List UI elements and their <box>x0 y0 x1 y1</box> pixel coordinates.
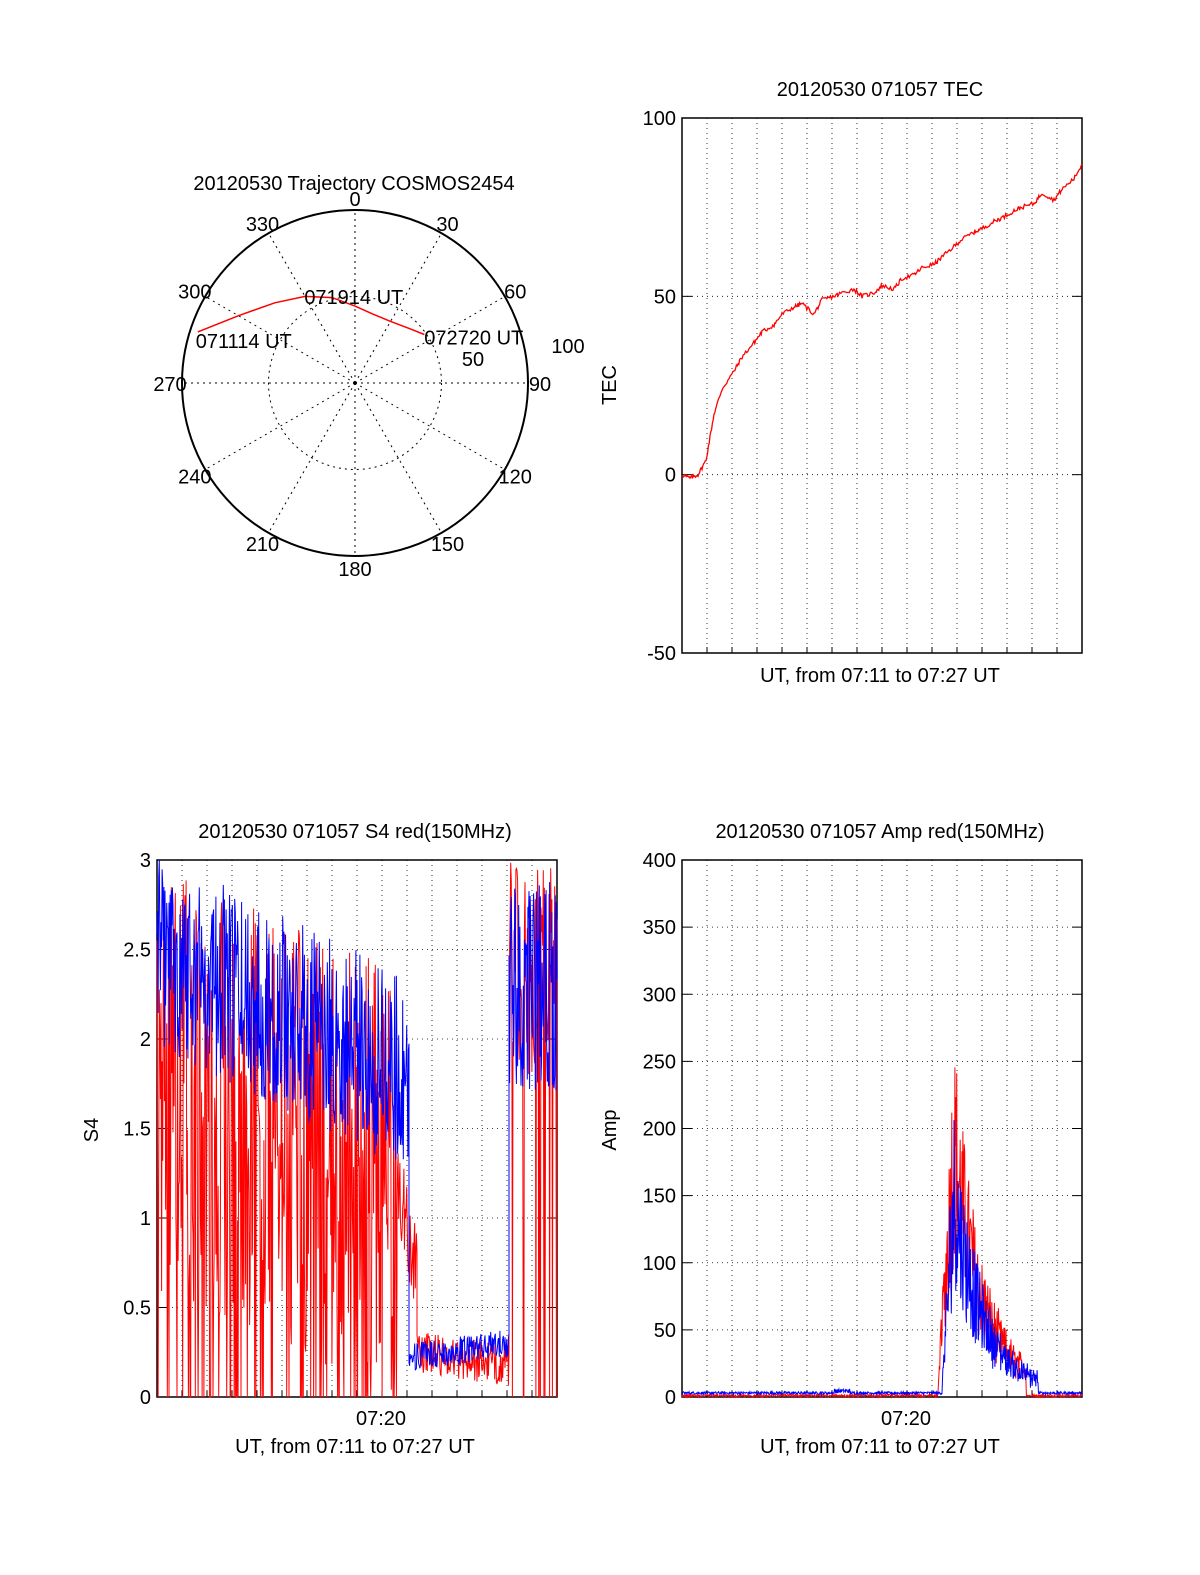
polar-trajectory-line <box>197 295 425 336</box>
s4-ytick-label: 1.5 <box>123 1119 151 1141</box>
amp-ytick-label: 250 <box>643 1051 676 1073</box>
polar-outer-ring <box>181 209 529 557</box>
s4-ytick-label: 0.5 <box>123 1298 151 1320</box>
polar-annotation: 071114 UT <box>196 331 292 353</box>
amp-ytick-label: 0 <box>665 1387 676 1409</box>
amp-ytick-label: 350 <box>643 917 676 939</box>
tec-panel: 20120530 071057 TEC UT, from 07:11 to 07… <box>599 79 1083 687</box>
polar-angle-label: 0 <box>349 189 360 211</box>
polar-spoke <box>268 382 356 534</box>
tec-ytick-label: 100 <box>643 108 676 130</box>
polar-radial-label: 100 <box>551 336 584 358</box>
amp-xtick-label: 07:20 <box>881 1408 931 1430</box>
s4-series-line-red <box>156 862 558 1398</box>
polar-angle-label: 150 <box>431 534 464 556</box>
polar-angle-label: 240 <box>178 467 211 489</box>
s4-ytick-label: 3 <box>140 850 151 872</box>
polar-trajectory-panel: 20120530 Trajectory COSMOS2454 0 30 60 90 12… <box>153 173 584 581</box>
polar-spoke <box>204 382 356 470</box>
polar-spoke <box>354 232 442 384</box>
tec-ytick-label: 0 <box>665 465 676 487</box>
amp-ytick-label: 150 <box>643 1186 676 1208</box>
polar-spoke <box>354 382 506 470</box>
s4-series-line-blue <box>156 859 558 1371</box>
tec-title: 20120530 071057 TEC <box>777 79 983 101</box>
polar-spoke <box>354 296 506 384</box>
amp-ytick-label: 100 <box>643 1253 676 1275</box>
s4-ytick-label: 2 <box>140 1029 151 1051</box>
polar-angle-label: 330 <box>246 214 279 236</box>
tec-ytick-label: 50 <box>654 286 676 308</box>
tec-ylabel: TEC <box>599 365 621 405</box>
s4-title: 20120530 071057 S4 red(150MHz) <box>198 821 512 843</box>
s4-ytick-label: 0 <box>140 1387 151 1409</box>
amp-xlabel: UT, from 07:11 to 07:27 UT <box>760 1436 1000 1458</box>
amp-ytick-label: 400 <box>643 850 676 872</box>
polar-angle-label: 90 <box>529 374 551 396</box>
amp-ytick-label: 200 <box>643 1119 676 1141</box>
polar-angle-label: 60 <box>504 282 526 304</box>
polar-spoke <box>268 232 356 384</box>
amp-ylabel: Amp <box>599 1109 621 1150</box>
amp-ytick-label: 300 <box>643 984 676 1006</box>
tec-ytick-label: -50 <box>647 643 676 665</box>
polar-title: 20120530 Trajectory COSMOS2454 <box>193 173 514 195</box>
amp-panel: 20120530 071057 Amp red(150MHz) UT, from… <box>599 821 1083 1458</box>
polar-angle-label: 300 <box>178 282 211 304</box>
polar-angle-label: 120 <box>499 467 532 489</box>
amp-series-line-blue <box>681 1120 1083 1397</box>
polar-angle-label: 270 <box>153 374 186 396</box>
polar-angle-label: 210 <box>246 534 279 556</box>
polar-radial-label: 50 <box>462 349 484 371</box>
s4-ylabel: S4 <box>81 1118 103 1142</box>
polar-annotation: 072720 UT <box>424 327 523 349</box>
s4-xlabel: UT, from 07:11 to 07:27 UT <box>235 1436 475 1458</box>
polar-annotation: 071914 UT <box>304 287 403 309</box>
tec-xlabel: UT, from 07:11 to 07:27 UT <box>760 665 1000 687</box>
amp-title: 20120530 071057 Amp red(150MHz) <box>715 821 1044 843</box>
s4-panel: 20120530 071057 S4 red(150MHz) UT, from … <box>81 821 558 1458</box>
polar-spoke <box>354 382 442 534</box>
amp-ytick-label: 50 <box>654 1320 676 1342</box>
polar-spoke <box>204 296 356 384</box>
s4-ytick-label: 2.5 <box>123 940 151 962</box>
tec-series-line <box>681 163 1083 480</box>
s4-xtick-label: 07:20 <box>356 1408 406 1430</box>
s4-ytick-label: 1 <box>140 1208 151 1230</box>
polar-angle-label: 30 <box>436 214 458 236</box>
polar-angle-label: 180 <box>338 559 371 581</box>
polar-mid-ring <box>268 296 442 470</box>
amp-series-line-red <box>681 1067 1083 1399</box>
